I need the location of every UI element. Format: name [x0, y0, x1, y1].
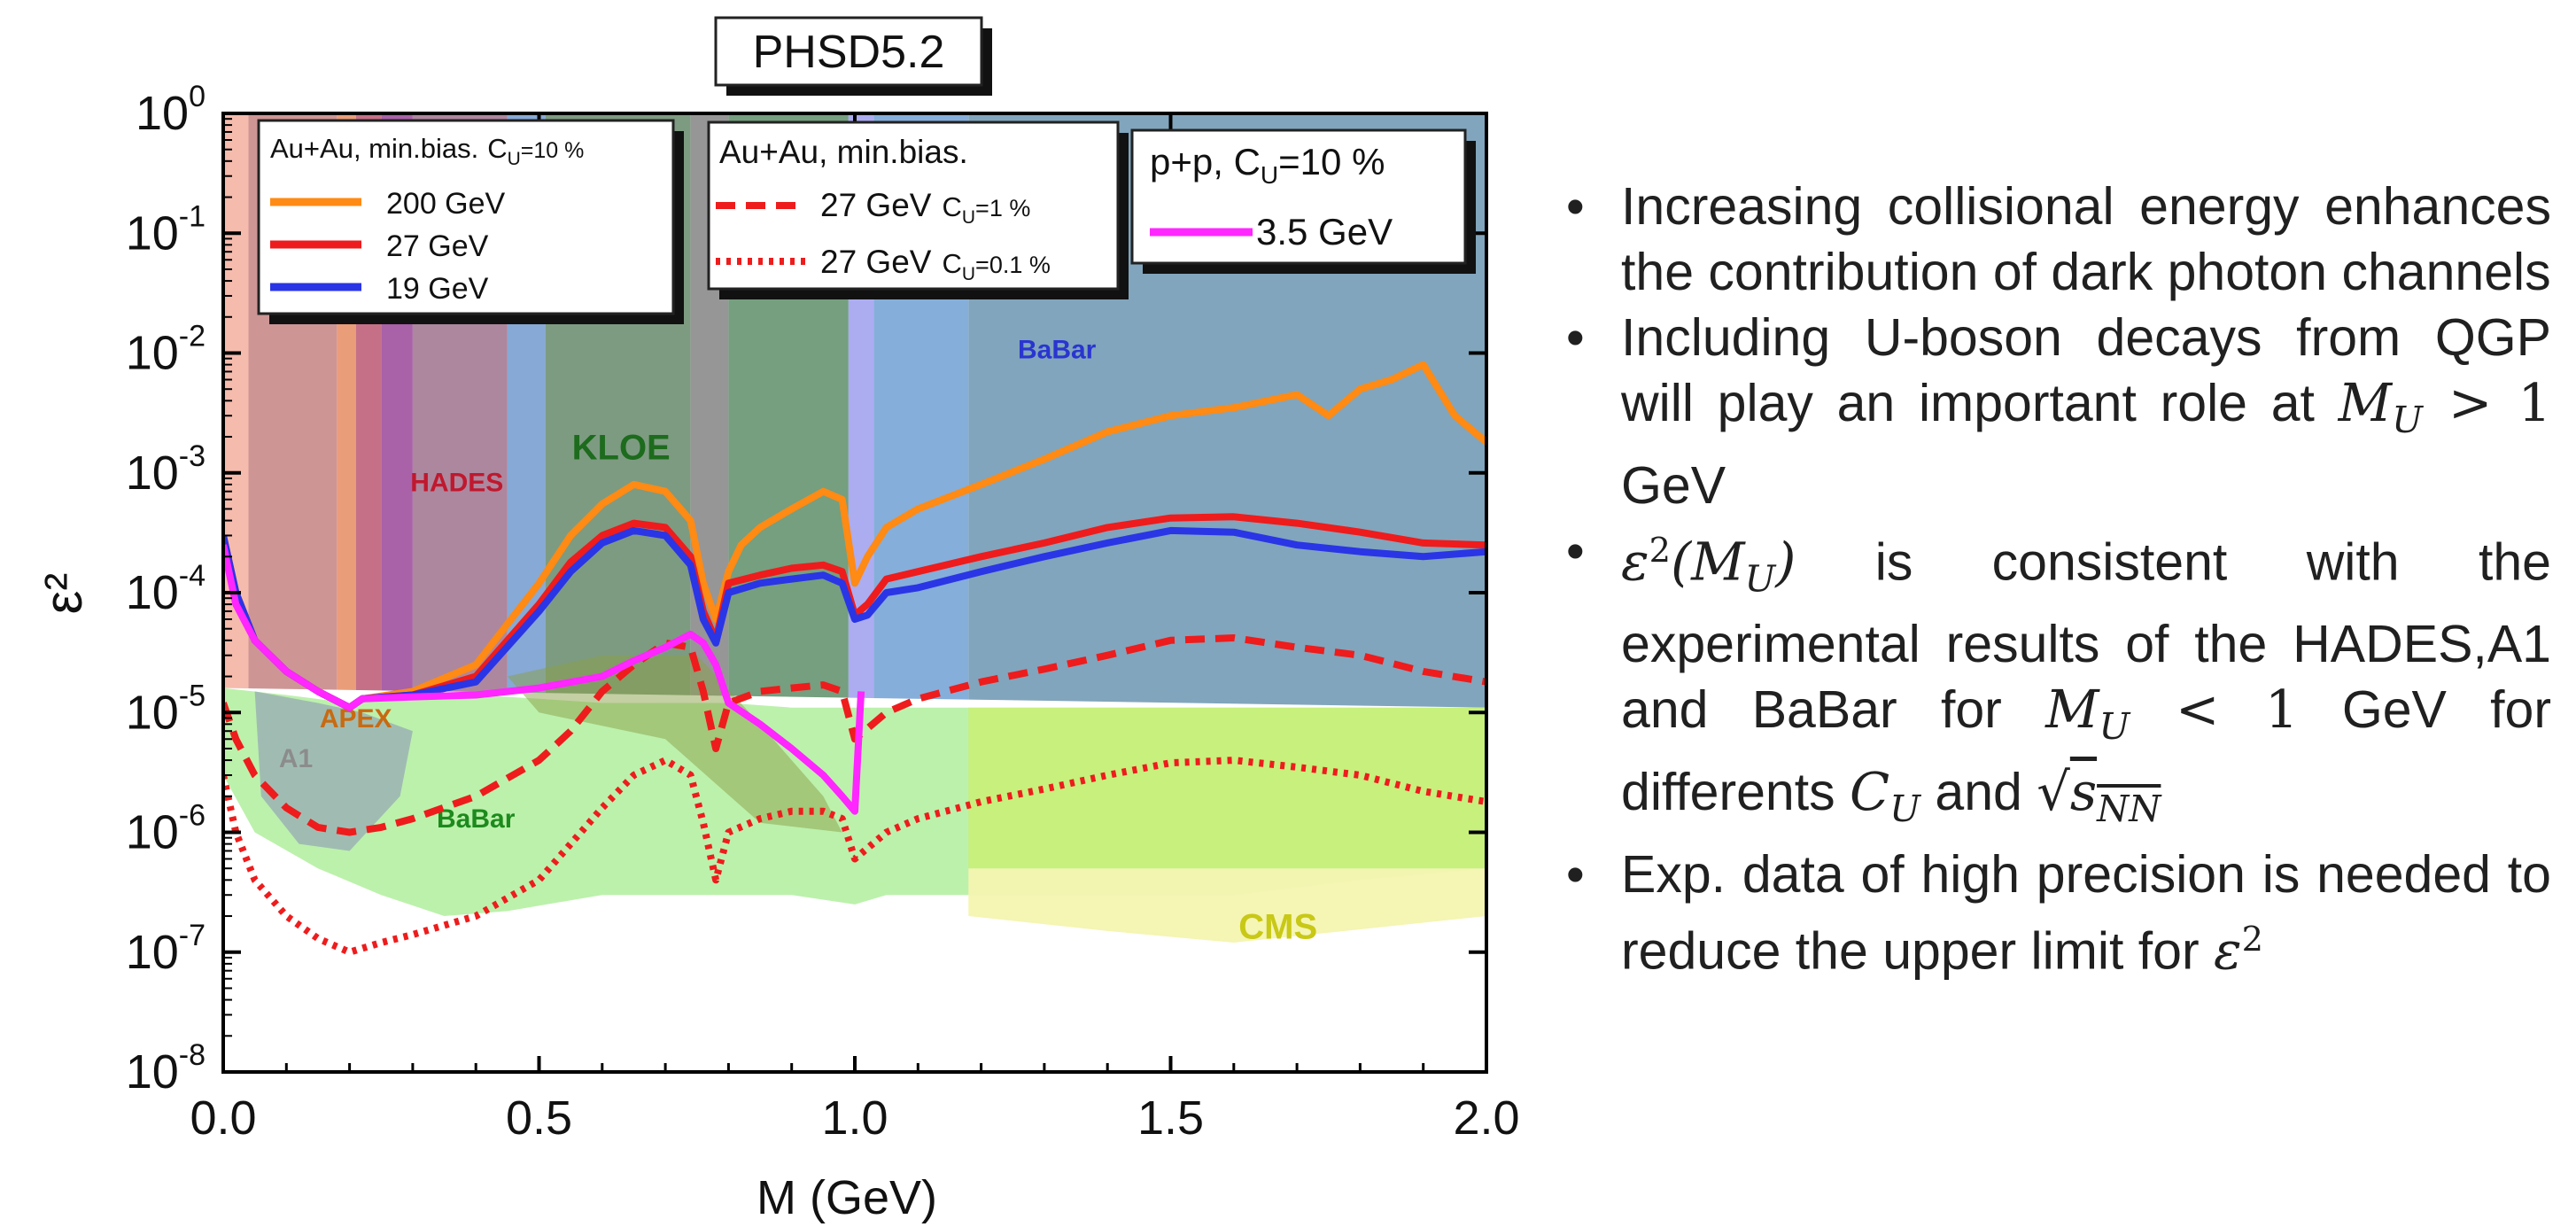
- region-label: A1: [279, 744, 313, 773]
- bullet-2-math-m: M: [2338, 372, 2393, 433]
- legend-1-frame: [257, 119, 675, 315]
- region-label: APEX: [320, 704, 392, 734]
- bullet-4-text: Exp. data of high precision is needed to…: [1621, 844, 2551, 981]
- region-label: BaBar: [1018, 336, 1097, 365]
- bullet-2-rel: > 1: [2422, 372, 2552, 433]
- x-tick-label: 1.0: [821, 1091, 888, 1145]
- axis-ticks: [221, 112, 1488, 1074]
- cms-region: [968, 868, 1486, 943]
- legend-3-title: p+p, CU=10 %: [1150, 141, 1385, 189]
- y-axis-label-group: ε²: [34, 573, 93, 615]
- bullet-3-mid2: GeV for differents: [1621, 680, 2551, 822]
- babar-high-region: [968, 707, 1486, 869]
- x-tick-label: 1.5: [1137, 1091, 1204, 1145]
- bullet-4-eps-sup: 2: [2241, 919, 2264, 959]
- bullet-3-eps: ε: [1621, 531, 1649, 593]
- bullet-3: ε2(MU) is consistent with the experiment…: [1559, 518, 2551, 842]
- y-tick-label: 10-2: [126, 320, 206, 380]
- legend-2-label-cu01: 27 GeV CU=0.1 %: [820, 244, 1051, 284]
- y-axis-label: ε²: [34, 573, 93, 615]
- region-label: HADES: [410, 469, 503, 498]
- y-tick-label: 10-8: [126, 1038, 206, 1099]
- bullet-3-c: C: [1850, 761, 1890, 823]
- bullet-3-open-sub: U: [1744, 557, 1776, 601]
- region-label: BaBar: [437, 804, 516, 834]
- kloe-low-region: [507, 655, 842, 833]
- legend-1-title: Au+Au, min.bias. CU=10 %: [270, 133, 584, 169]
- y-tick-label: 10-4: [126, 559, 206, 619]
- legend-3-label-35gev: 3.5 GeV: [1256, 211, 1393, 252]
- title-box: PHSD5.2: [714, 16, 992, 96]
- bullet-1: Increasing collisional energy enhances t…: [1559, 174, 2551, 305]
- bullet-3-m2: M: [2045, 679, 2099, 741]
- legend-au-au-cu-low: Au+Au, min.bias. 27 GeV CU=1 % 27 GeV CU=0…: [707, 120, 1129, 299]
- x-tick-label: 2.0: [1453, 1091, 1519, 1145]
- y-tick-label: 100: [136, 80, 206, 140]
- bullet-4-eps: ε: [2214, 920, 2242, 982]
- bullet-2: Including U-boson decays from QGP will p…: [1559, 305, 2551, 518]
- bullet-3-open: (M: [1671, 531, 1745, 593]
- bullet-2-tail: GeV: [1621, 455, 1726, 515]
- title-frame: [714, 16, 983, 87]
- bullet-3-c-sub: U: [1889, 787, 1920, 830]
- bullet-2-math-sub: U: [2392, 398, 2423, 441]
- y-tick-label: 10-3: [126, 439, 206, 500]
- bullet-3-sqrt: √: [2037, 761, 2070, 823]
- bullet-2-text: Including U-boson decays from QGP will p…: [1621, 308, 2551, 432]
- bullet-4: Exp. data of high precision is needed to…: [1559, 842, 2551, 984]
- bullet-3-close: ): [1775, 531, 1796, 593]
- legend-2-label-cu1: 27 GeV CU=1 %: [820, 187, 1030, 228]
- bullet-3-s: s: [2069, 761, 2098, 823]
- series-line: [223, 634, 1486, 836]
- legend-1-label-200gev: 200 GeV: [386, 187, 506, 221]
- bullet-1-text: Increasing collisional energy enhances t…: [1621, 177, 2551, 301]
- legend-3-frame: [1130, 128, 1467, 265]
- curves: [223, 361, 1486, 956]
- y-tick-label: 10-7: [126, 919, 206, 979]
- x-axis-label: M (GeV): [757, 1171, 937, 1224]
- bullet-3-eps-sup: 2: [1649, 530, 1672, 571]
- legend-1-label-27gev: 27 GeV: [386, 229, 489, 263]
- bullet-3-and: and: [1920, 763, 2037, 822]
- bullet-3-rel: < 1: [2130, 679, 2299, 741]
- y-tick-labels: 100 10-1 10-2 10-3 10-4 10-5 10-6 10-7 10-8: [126, 80, 206, 1099]
- legend-2-title: Au+Au, min.bias.: [719, 134, 968, 170]
- bullet-3-m2-sub: U: [2099, 705, 2130, 749]
- series-line: [223, 757, 1486, 956]
- legend-au-au-cu10: Au+Au, min.bias. CU=10 % 200 GeV 27 GeV 1…: [257, 119, 684, 324]
- region-label: CMS: [1238, 907, 1317, 946]
- y-tick-label: 10-5: [126, 679, 206, 739]
- x-tick-label: 0.0: [190, 1091, 256, 1145]
- y-tick-label: 10-1: [126, 199, 206, 260]
- series-line: [223, 544, 865, 815]
- region-label: KLOE: [572, 428, 671, 467]
- bullet-3-mid: is consistent with the experimental resu…: [1621, 532, 2551, 740]
- bullet-list: Increasing collisional energy enhances t…: [1559, 174, 2551, 984]
- legend-1-label-19gev: 19 GeV: [386, 272, 489, 306]
- chart-title: PHSD5.2: [753, 27, 945, 78]
- legend-pp: p+p, CU=10 % 3.5 GeV: [1130, 128, 1476, 274]
- x-tick-label: 0.5: [506, 1091, 572, 1145]
- bullet-3-s-sub: NN: [2097, 787, 2161, 830]
- y-tick-label: 10-6: [126, 799, 206, 859]
- x-tick-labels: 0.0 0.5 1.0 1.5 2.0: [190, 1091, 1519, 1145]
